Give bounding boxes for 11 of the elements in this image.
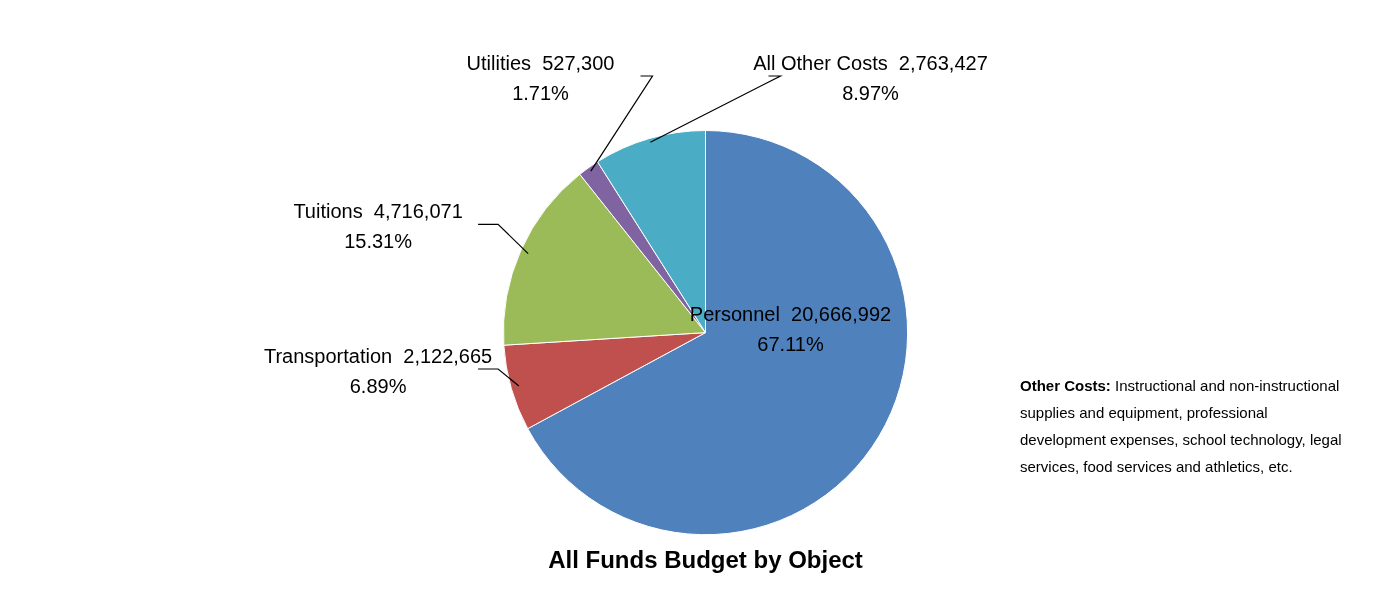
data-label: 8.97% [842,82,900,104]
text: All Funds Budget by Object [548,546,863,574]
text: Other Costs: Instructional and non-instructional supplies and equipment, professional development expenses, school technology, legal services, food services and athletics, etc. [1020,376,1343,477]
data-label: 67.11% [757,332,824,355]
data-label: 6.89% [349,375,407,398]
slice-label: Transportation 2,122,665 [263,345,493,368]
data-label: 15.31% [344,230,413,253]
slice-label: All Other Costs 2,763,427 [753,52,988,74]
slice-label: Tuitions 4,716,071 [293,200,463,223]
data-label: 1.71% [512,82,570,104]
slice-label: Utilities 527,300 [466,52,615,74]
